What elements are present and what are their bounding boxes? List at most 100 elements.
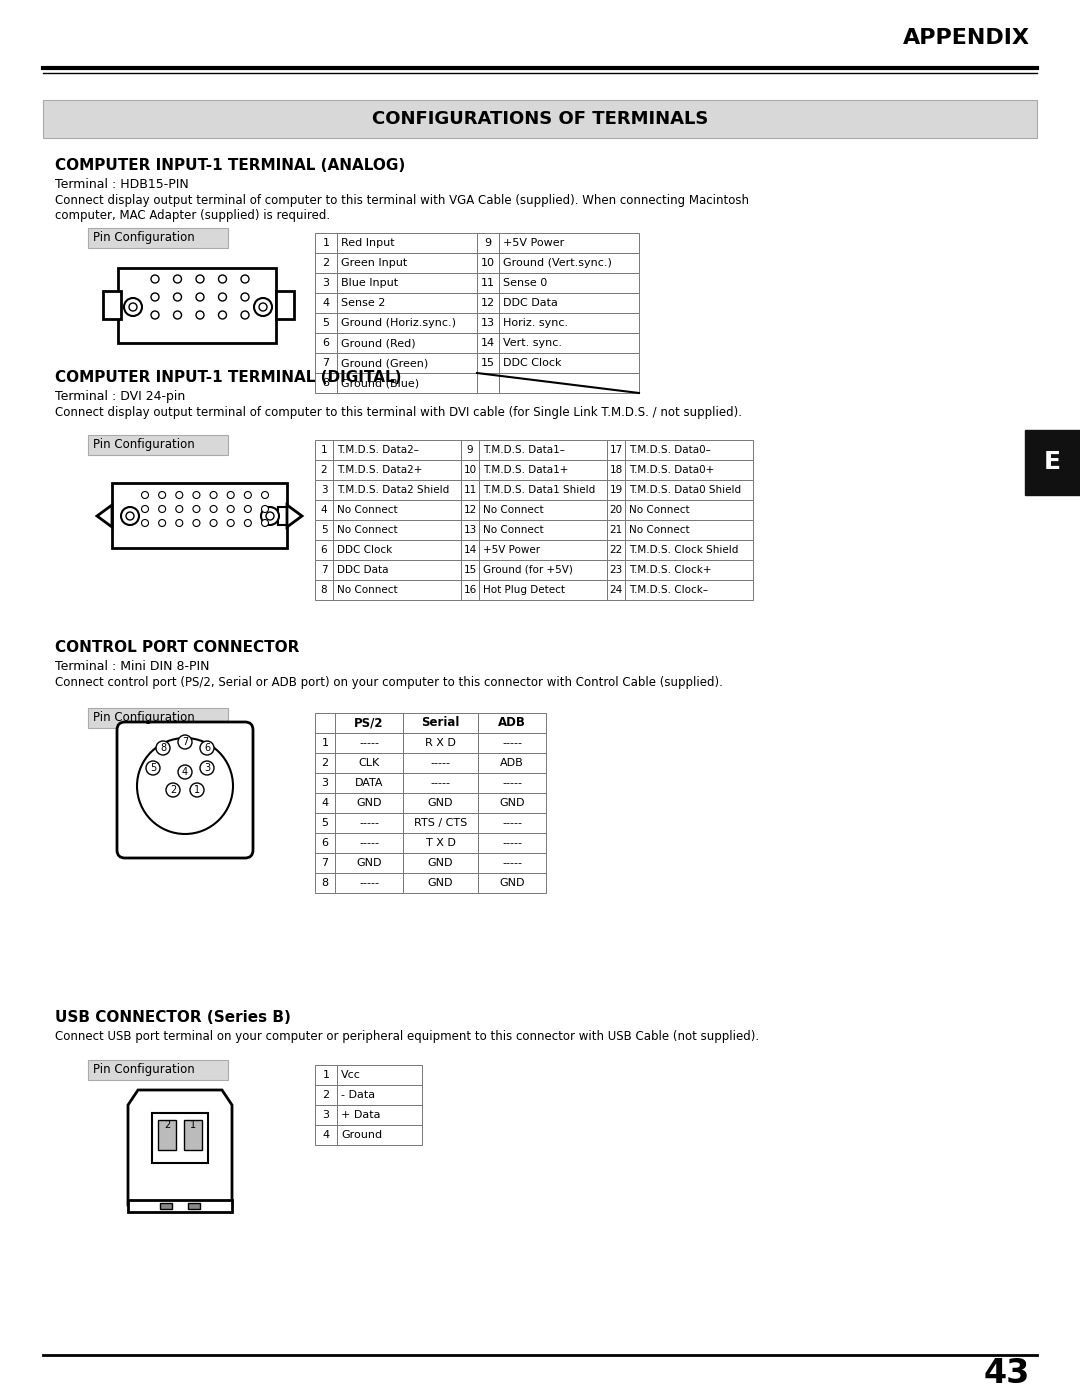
Bar [403,833,478,854]
Text: 1: 1 [323,237,329,249]
Circle shape [261,506,269,513]
Text: T.M.D.S. Clock+: T.M.D.S. Clock+ [629,564,712,576]
Text: Ground (Horiz.sync.): Ground (Horiz.sync.) [341,319,456,328]
Text: ADB: ADB [498,717,526,729]
Bar [337,373,477,393]
Circle shape [218,275,227,284]
Text: Terminal : DVI 24-pin: Terminal : DVI 24-pin [55,390,186,402]
Bar [315,580,333,599]
Bar [335,873,403,893]
Text: -----: ----- [359,738,379,747]
Bar [477,332,499,353]
Text: E: E [1043,450,1061,474]
Text: 11: 11 [481,278,495,288]
Text: 7: 7 [322,858,328,868]
Text: -----: ----- [502,738,522,747]
Bar [499,293,639,313]
Bar [478,793,546,813]
Text: 23: 23 [609,564,623,576]
Circle shape [174,293,181,300]
Text: ADB: ADB [500,759,524,768]
Bar [158,1120,176,1150]
Bar [607,560,625,580]
Bar [461,500,480,520]
Bar [461,481,480,500]
Bar [477,233,499,253]
Text: T.M.D.S. Data2–: T.M.D.S. Data2– [337,446,419,455]
Text: -----: ----- [431,778,450,788]
Text: 11: 11 [463,485,476,495]
Text: GND: GND [499,798,525,807]
Text: 2: 2 [170,785,176,795]
Circle shape [141,520,149,527]
Text: 7: 7 [321,564,327,576]
Bar [160,1203,172,1208]
Bar [607,520,625,541]
Text: CONFIGURATIONS OF TERMINALS: CONFIGURATIONS OF TERMINALS [372,110,708,129]
Text: 9: 9 [467,446,473,455]
Text: Connect control port (PS/2, Serial or ADB port) on your computer to this connect: Connect control port (PS/2, Serial or AD… [55,676,723,689]
Text: 5: 5 [321,525,327,535]
Bar [625,481,753,500]
Bar [480,460,607,481]
Circle shape [261,507,279,525]
Text: Sense 0: Sense 0 [503,278,548,288]
Text: -----: ----- [502,858,522,868]
Bar [480,541,607,560]
Polygon shape [287,504,302,527]
Text: 5: 5 [322,819,328,828]
Text: Connect USB port terminal on your computer or peripheral equipment to this conne: Connect USB port terminal on your comput… [55,1030,759,1044]
Bar [403,712,478,733]
Text: Connect display output terminal of computer to this terminal with DVI cable (for: Connect display output terminal of compu… [55,407,742,419]
Text: Green Input: Green Input [341,258,407,268]
Circle shape [200,740,214,754]
Bar [625,541,753,560]
Bar [315,272,337,293]
Bar [625,440,753,460]
Text: -----: ----- [502,778,522,788]
Circle shape [159,520,165,527]
Text: +5V Power: +5V Power [503,237,564,249]
Text: 1: 1 [190,1120,197,1130]
Text: 3: 3 [322,778,328,788]
Bar [278,507,291,525]
Bar [499,373,639,393]
Text: 6: 6 [323,338,329,348]
Text: R X D: R X D [426,738,456,747]
Text: No Connect: No Connect [629,525,690,535]
Bar [315,773,335,793]
Polygon shape [129,1090,232,1206]
Text: 6: 6 [322,838,328,848]
Text: T.M.D.S. Data2 Shield: T.M.D.S. Data2 Shield [337,485,449,495]
Circle shape [151,293,159,300]
Bar [335,854,403,873]
Text: 15: 15 [463,564,476,576]
Bar [625,520,753,541]
Text: 21: 21 [609,525,623,535]
Bar [315,253,337,272]
Text: T.M.D.S. Data0–: T.M.D.S. Data0– [629,446,711,455]
Text: 8: 8 [323,379,329,388]
Bar [315,440,333,460]
Text: Sense 2: Sense 2 [341,298,386,307]
Bar [625,460,753,481]
Bar [461,520,480,541]
Text: Terminal : Mini DIN 8-PIN: Terminal : Mini DIN 8-PIN [55,659,210,673]
Text: Red Input: Red Input [341,237,394,249]
Text: T.M.D.S. Data1–: T.M.D.S. Data1– [483,446,565,455]
Text: -----: ----- [431,759,450,768]
Circle shape [261,520,269,527]
Text: -----: ----- [502,819,522,828]
Text: Serial: Serial [421,717,460,729]
Text: 4: 4 [323,298,329,307]
Circle shape [166,782,180,798]
Text: 1: 1 [323,1070,329,1080]
Text: 17: 17 [609,446,623,455]
Bar [403,733,478,753]
Circle shape [193,520,200,527]
Text: 19: 19 [609,485,623,495]
Circle shape [178,735,192,749]
Bar [337,1065,422,1085]
Bar [403,793,478,813]
Bar [315,712,335,733]
